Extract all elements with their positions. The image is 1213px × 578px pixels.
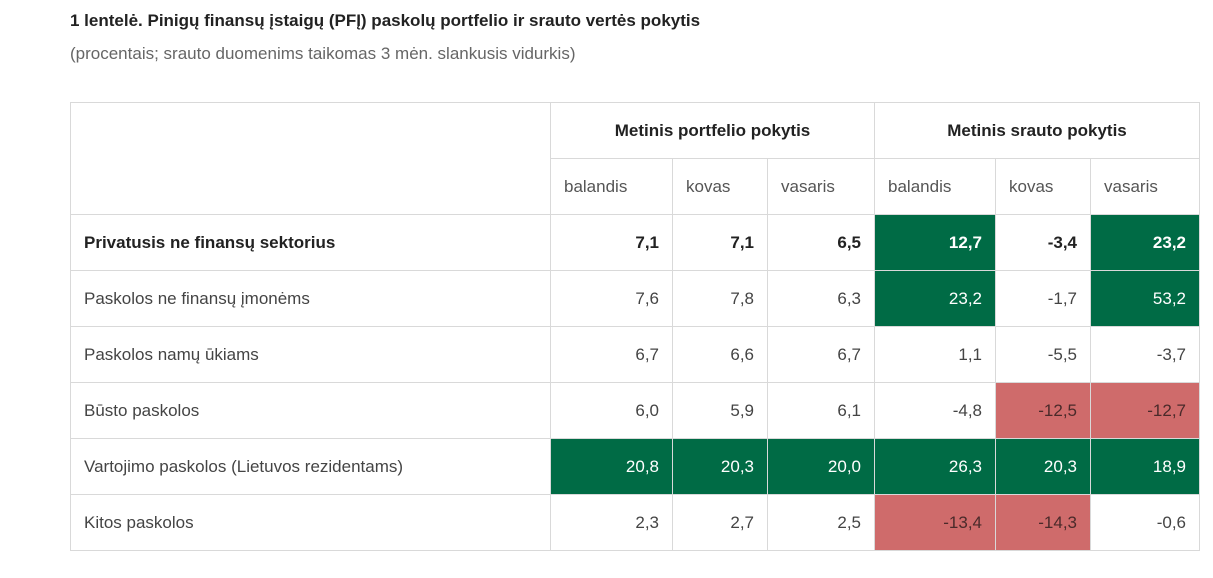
value-cell: -0,6 xyxy=(1090,494,1201,551)
value-cell: -12,7 xyxy=(1090,382,1201,439)
value-cell: 7,1 xyxy=(672,214,768,271)
table-row: Privatusis ne finansų sektorius 7,1 7,1 6,5… xyxy=(70,214,1201,271)
value-cell: 23,2 xyxy=(874,270,997,327)
value-cell: -3,4 xyxy=(995,214,1092,271)
month-header: kovas xyxy=(672,158,768,215)
value-cell: 20,8 xyxy=(550,438,673,495)
value-cell: 20,0 xyxy=(766,438,876,495)
value-cell: 12,7 xyxy=(874,214,997,271)
table-subtitle: (procentais; srauto duomenims taikomas 3… xyxy=(70,44,576,63)
row-label: Paskolos namų ūkiams xyxy=(70,326,551,383)
month-header: balandis xyxy=(550,158,673,215)
row-label: Vartojimo paskolos (Lietuvos rezidentams… xyxy=(70,438,551,495)
corner-cell xyxy=(70,102,551,215)
value-cell: -14,3 xyxy=(995,494,1092,551)
value-cell: -5,5 xyxy=(995,326,1092,383)
group-header-portfolio: Metinis portfelio pokytis xyxy=(549,102,876,159)
row-label: Kitos paskolos xyxy=(70,494,551,551)
table-row: Paskolos ne finansų įmonėms 7,6 7,8 6,3 23,2… xyxy=(70,270,1201,327)
row-label: Būsto paskolos xyxy=(70,382,551,439)
value-cell: -1,7 xyxy=(995,270,1092,327)
month-header: balandis xyxy=(874,158,997,215)
value-cell: 53,2 xyxy=(1090,270,1201,327)
group-header-row: Metinis portfelio pokytis Metinis srauto… xyxy=(70,102,1201,215)
table-row: Būsto paskolos 6,0 5,9 6,1 -4,8 -12,5 -12,7 xyxy=(70,382,1201,439)
table-row: Vartojimo paskolos (Lietuvos rezidentams… xyxy=(70,438,1201,495)
value-cell: 6,1 xyxy=(766,382,876,439)
row-label: Paskolos ne finansų įmonėms xyxy=(70,270,551,327)
value-cell: 20,3 xyxy=(672,438,768,495)
value-cell: -4,8 xyxy=(874,382,997,439)
value-cell: 7,6 xyxy=(550,270,673,327)
value-cell: -12,5 xyxy=(995,382,1092,439)
value-cell: 6,3 xyxy=(766,270,876,327)
value-cell: 26,3 xyxy=(874,438,997,495)
value-cell: 20,3 xyxy=(995,438,1092,495)
value-cell: 18,9 xyxy=(1090,438,1201,495)
table-row: Paskolos namų ūkiams 6,7 6,6 6,7 1,1 -5,5 -3,7 xyxy=(70,326,1201,383)
month-header-row: balandis kovas vasaris balandis kovas va… xyxy=(71,158,1201,215)
month-header: vasaris xyxy=(1090,158,1201,215)
value-cell: 6,7 xyxy=(550,326,673,383)
row-label: Privatusis ne finansų sektorius xyxy=(70,214,551,271)
value-cell: 7,1 xyxy=(550,214,673,271)
month-header: vasaris xyxy=(766,158,876,215)
table-title: 1 lentelė. Pinigų finansų įstaigų (PFĮ) … xyxy=(70,11,701,30)
table-row: Kitos paskolos 2,3 2,7 2,5 -13,4 -14,3 -0,6 xyxy=(70,494,1201,551)
value-cell: 5,9 xyxy=(672,382,768,439)
value-cell: 7,8 xyxy=(672,270,768,327)
month-header: kovas xyxy=(995,158,1092,215)
value-cell: 6,7 xyxy=(766,326,876,383)
value-cell: 6,6 xyxy=(672,326,768,383)
value-cell: -13,4 xyxy=(874,494,997,551)
value-cell: 2,3 xyxy=(550,494,673,551)
value-cell: 23,2 xyxy=(1090,214,1201,271)
value-cell: 1,1 xyxy=(874,326,997,383)
value-cell: -3,7 xyxy=(1090,326,1201,383)
data-table: Metinis portfelio pokytis Metinis srauto… xyxy=(70,102,1201,551)
value-cell: 2,5 xyxy=(766,494,876,551)
value-cell: 6,0 xyxy=(550,382,673,439)
group-header-flow: Metinis srauto pokytis xyxy=(874,102,1201,159)
value-cell: 2,7 xyxy=(672,494,768,551)
value-cell: 6,5 xyxy=(766,214,876,271)
